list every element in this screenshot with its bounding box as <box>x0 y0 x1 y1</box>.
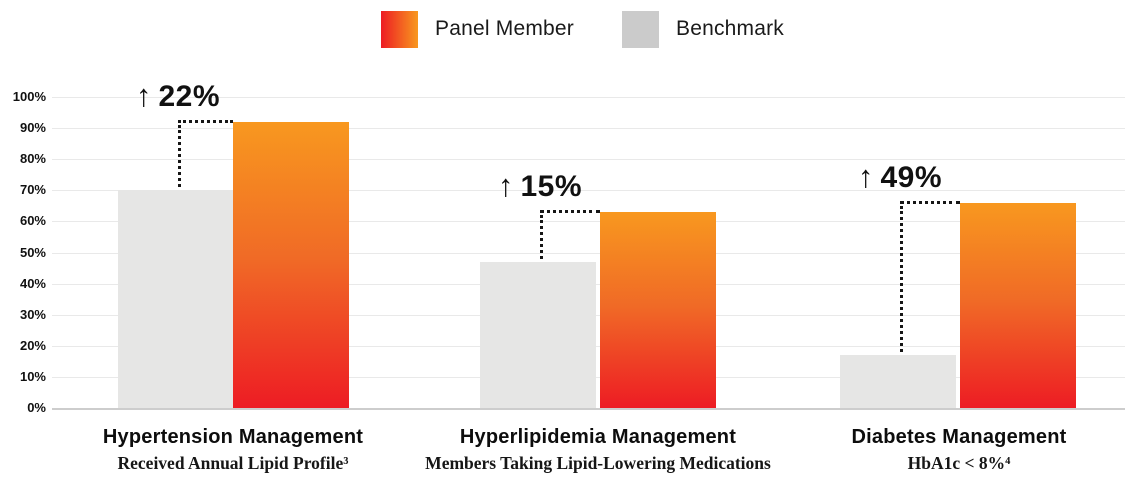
category-subtitle: Members Taking Lipid-Lowering Medication… <box>425 453 771 473</box>
benchmark-bar <box>480 261 596 408</box>
y-tick-label: 0% <box>27 400 46 415</box>
panel-member-swatch-icon <box>381 10 418 48</box>
y-tick-label: 50% <box>19 244 46 260</box>
y-tick-label: 60% <box>19 213 46 229</box>
legend-item-panel-member: Panel Member <box>381 10 574 48</box>
up-arrow-icon: ↑ <box>498 168 514 204</box>
y-tick-label: 30% <box>19 306 46 322</box>
category-label: Hypertension Management Received Annual L… <box>103 426 363 474</box>
dotted-connector-vertical <box>540 215 543 259</box>
category-label: Hyperlipidemia Management Members Taking … <box>425 426 771 474</box>
gridline-100 <box>52 97 1125 98</box>
legend-label-panel-member: Panel Member <box>435 17 574 40</box>
gridline-50 <box>52 252 1125 254</box>
y-tick-label: 70% <box>19 182 46 198</box>
improvement-annotation: ↑ 49% <box>858 159 942 195</box>
category-title: Diabetes Management <box>851 426 1067 448</box>
benchmark-bar <box>840 355 956 408</box>
category-title: Hyperlipidemia Management <box>459 426 737 448</box>
delta-percent-label: 15% <box>520 170 583 204</box>
category-subtitle: Received Annual Lipid Profile³ <box>117 453 349 473</box>
legend-label-benchmark: Benchmark <box>676 17 785 40</box>
dotted-connector-horizontal <box>540 210 600 214</box>
y-tick-label: 100% <box>12 89 46 104</box>
dotted-connector-horizontal <box>900 200 960 204</box>
gridline-90 <box>52 128 1125 130</box>
dotted-connector-vertical <box>900 205 903 353</box>
panel-member-bar <box>960 202 1076 408</box>
panel-member-bar <box>600 212 716 408</box>
up-arrow-icon: ↑ <box>136 77 152 113</box>
improvement-annotation: ↑ 15% <box>498 168 582 204</box>
benchmark-bar <box>118 190 234 408</box>
category-label: Diabetes Management HbA1c < 8%⁴ <box>852 426 1067 474</box>
gridline-60 <box>52 221 1125 223</box>
delta-percent-label: 49% <box>880 160 943 194</box>
gridline-70 <box>52 190 1125 192</box>
category-subtitle: HbA1c < 8%⁴ <box>907 453 1011 473</box>
y-tick-label: 80% <box>19 151 46 167</box>
delta-percent-label: 22% <box>158 79 221 113</box>
up-arrow-icon: ↑ <box>858 158 874 194</box>
gridline-80 <box>52 159 1125 161</box>
category-title: Hypertension Management <box>102 426 364 448</box>
improvement-annotation: ↑ 22% <box>136 78 220 114</box>
gridline-0 <box>52 408 1125 410</box>
y-tick-label: 10% <box>19 368 46 384</box>
dotted-connector-horizontal <box>178 119 233 123</box>
benchmark-swatch-icon <box>622 10 659 48</box>
panel-member-bar <box>233 121 349 408</box>
y-tick-label: 20% <box>19 337 46 353</box>
legend-item-benchmark: Benchmark <box>622 10 784 48</box>
y-tick-label: 40% <box>19 275 46 291</box>
y-tick-label: 90% <box>19 120 46 136</box>
dotted-connector-vertical <box>178 124 181 188</box>
